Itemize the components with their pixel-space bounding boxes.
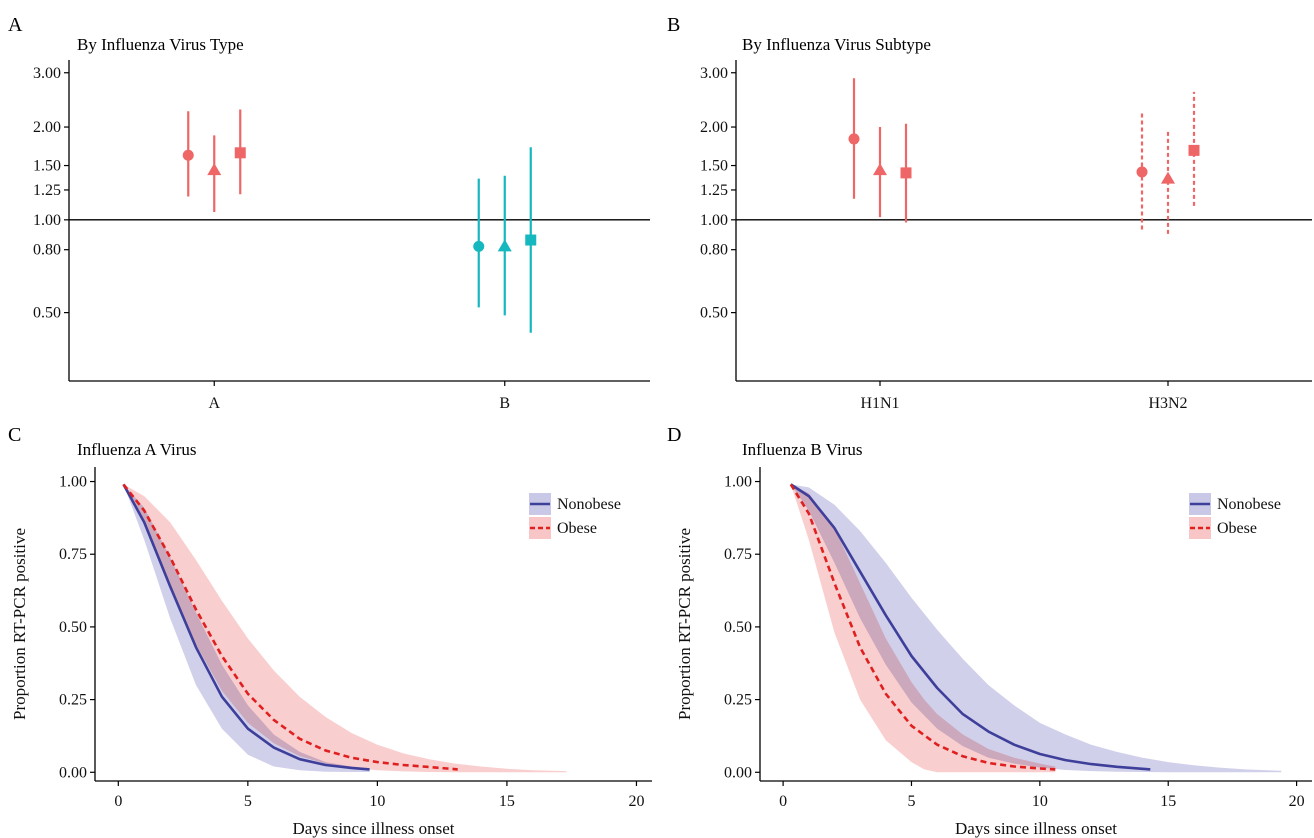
x-tick-label: 5 bbox=[907, 793, 915, 810]
legend-label: Obese bbox=[557, 520, 597, 537]
y-tick-label: 1.25 bbox=[33, 182, 61, 199]
x-tick-label: H1N1 bbox=[860, 395, 899, 412]
legend: Nonobese Obese bbox=[529, 493, 621, 539]
y-tick-label: 3.00 bbox=[33, 65, 61, 82]
x-tick-label: B bbox=[499, 395, 510, 412]
legend: Nonobese Obese bbox=[1189, 493, 1281, 539]
point-estimate-triangle bbox=[497, 239, 512, 252]
y-axis-title: Proportion RT-PCR positive bbox=[10, 528, 29, 720]
y-tick-label: 0.50 bbox=[724, 619, 752, 636]
point-estimate-square bbox=[1188, 144, 1200, 156]
y-tick-label: 0.00 bbox=[724, 764, 752, 781]
y-tick-label: 1.00 bbox=[59, 474, 87, 491]
x-tick-label: 10 bbox=[369, 793, 385, 810]
point-estimate-circle bbox=[182, 149, 194, 161]
panel-b-title: By Influenza Virus Subtype bbox=[742, 35, 931, 54]
point-estimate-triangle bbox=[207, 163, 222, 176]
point-estimate-square bbox=[900, 167, 912, 179]
y-tick-label: 0.50 bbox=[700, 305, 728, 322]
x-tick-label: 15 bbox=[1160, 793, 1176, 810]
y-tick-label: 0.75 bbox=[724, 546, 752, 563]
point-estimate-circle bbox=[848, 133, 860, 145]
point-estimate-square bbox=[234, 147, 246, 159]
panel-letter-b: B bbox=[667, 14, 680, 36]
survival-line-nonobese bbox=[122, 483, 370, 771]
y-tick-label: 1.00 bbox=[33, 212, 61, 229]
y-tick-label: 0.25 bbox=[59, 692, 87, 709]
panel-c-title: Influenza A Virus bbox=[77, 440, 197, 459]
x-axis-title: Days since illness onset bbox=[293, 819, 455, 838]
panel-c-survival-plot: 0.00 0.25 0.50 0.75 1.00 0 5 10 15 20 Days since i… bbox=[10, 467, 652, 838]
y-tick-label: 0.00 bbox=[59, 764, 87, 781]
y-tick-label: 1.00 bbox=[724, 474, 752, 491]
panel-d-title: Influenza B Virus bbox=[742, 440, 862, 459]
panel-letter-d: D bbox=[667, 424, 681, 446]
confidence-band-nonobese bbox=[123, 484, 370, 772]
x-tick-label: 0 bbox=[114, 793, 122, 810]
x-tick-label: A bbox=[208, 395, 220, 412]
point-estimate-square bbox=[525, 234, 537, 246]
y-tick-label: 0.50 bbox=[33, 305, 61, 322]
x-tick-label: H3N2 bbox=[1148, 395, 1187, 412]
legend-label: Obese bbox=[1217, 520, 1257, 537]
x-axis-title: Days since illness onset bbox=[955, 819, 1117, 838]
survival-line-nonobese bbox=[790, 483, 1151, 771]
panel-a-title: By Influenza Virus Type bbox=[77, 35, 244, 54]
point-estimate-circle bbox=[1136, 166, 1148, 178]
y-tick-label: 1.50 bbox=[33, 158, 61, 175]
panel-d-survival-plot: 0.00 0.25 0.50 0.75 1.00 0 5 10 15 20 Days since i… bbox=[675, 467, 1312, 838]
legend-label: Nonobese bbox=[557, 496, 621, 513]
y-tick-label: 1.00 bbox=[700, 212, 728, 229]
y-tick-label: 0.80 bbox=[33, 242, 61, 259]
y-tick-label: 2.00 bbox=[700, 119, 728, 136]
point-estimate-triangle bbox=[1161, 171, 1175, 184]
x-tick-label: 0 bbox=[779, 793, 787, 810]
panel-a-forest-plot: 0.50 0.80 1.00 1.25 1.50 2.00 3.00 A B bbox=[33, 60, 650, 412]
y-tick-label: 0.25 bbox=[724, 692, 752, 709]
panel-letter-c: C bbox=[8, 424, 21, 446]
y-tick-label: 1.25 bbox=[700, 182, 728, 199]
y-tick-label: 0.75 bbox=[59, 546, 87, 563]
confidence-band-nonobese bbox=[790, 484, 1282, 773]
y-axis-title: Proportion RT-PCR positive bbox=[675, 528, 694, 720]
y-tick-label: 0.80 bbox=[700, 242, 728, 259]
x-tick-label: 20 bbox=[628, 793, 644, 810]
x-tick-label: 5 bbox=[244, 793, 252, 810]
point-estimate-circle bbox=[473, 240, 485, 252]
legend-label: Nonobese bbox=[1217, 496, 1281, 513]
y-tick-label: 2.00 bbox=[33, 119, 61, 136]
panel-letter-a: A bbox=[8, 14, 23, 36]
point-estimate-triangle bbox=[873, 163, 887, 176]
y-tick-label: 1.50 bbox=[700, 158, 728, 175]
y-tick-label: 0.50 bbox=[59, 619, 87, 636]
x-tick-label: 10 bbox=[1032, 793, 1048, 810]
x-tick-label: 20 bbox=[1289, 793, 1305, 810]
panel-b-forest-plot: 0.50 0.80 1.00 1.25 1.50 2.00 3.00 H1N1 H3N2 bbox=[700, 60, 1312, 412]
y-tick-label: 3.00 bbox=[700, 65, 728, 82]
x-tick-label: 15 bbox=[499, 793, 515, 810]
